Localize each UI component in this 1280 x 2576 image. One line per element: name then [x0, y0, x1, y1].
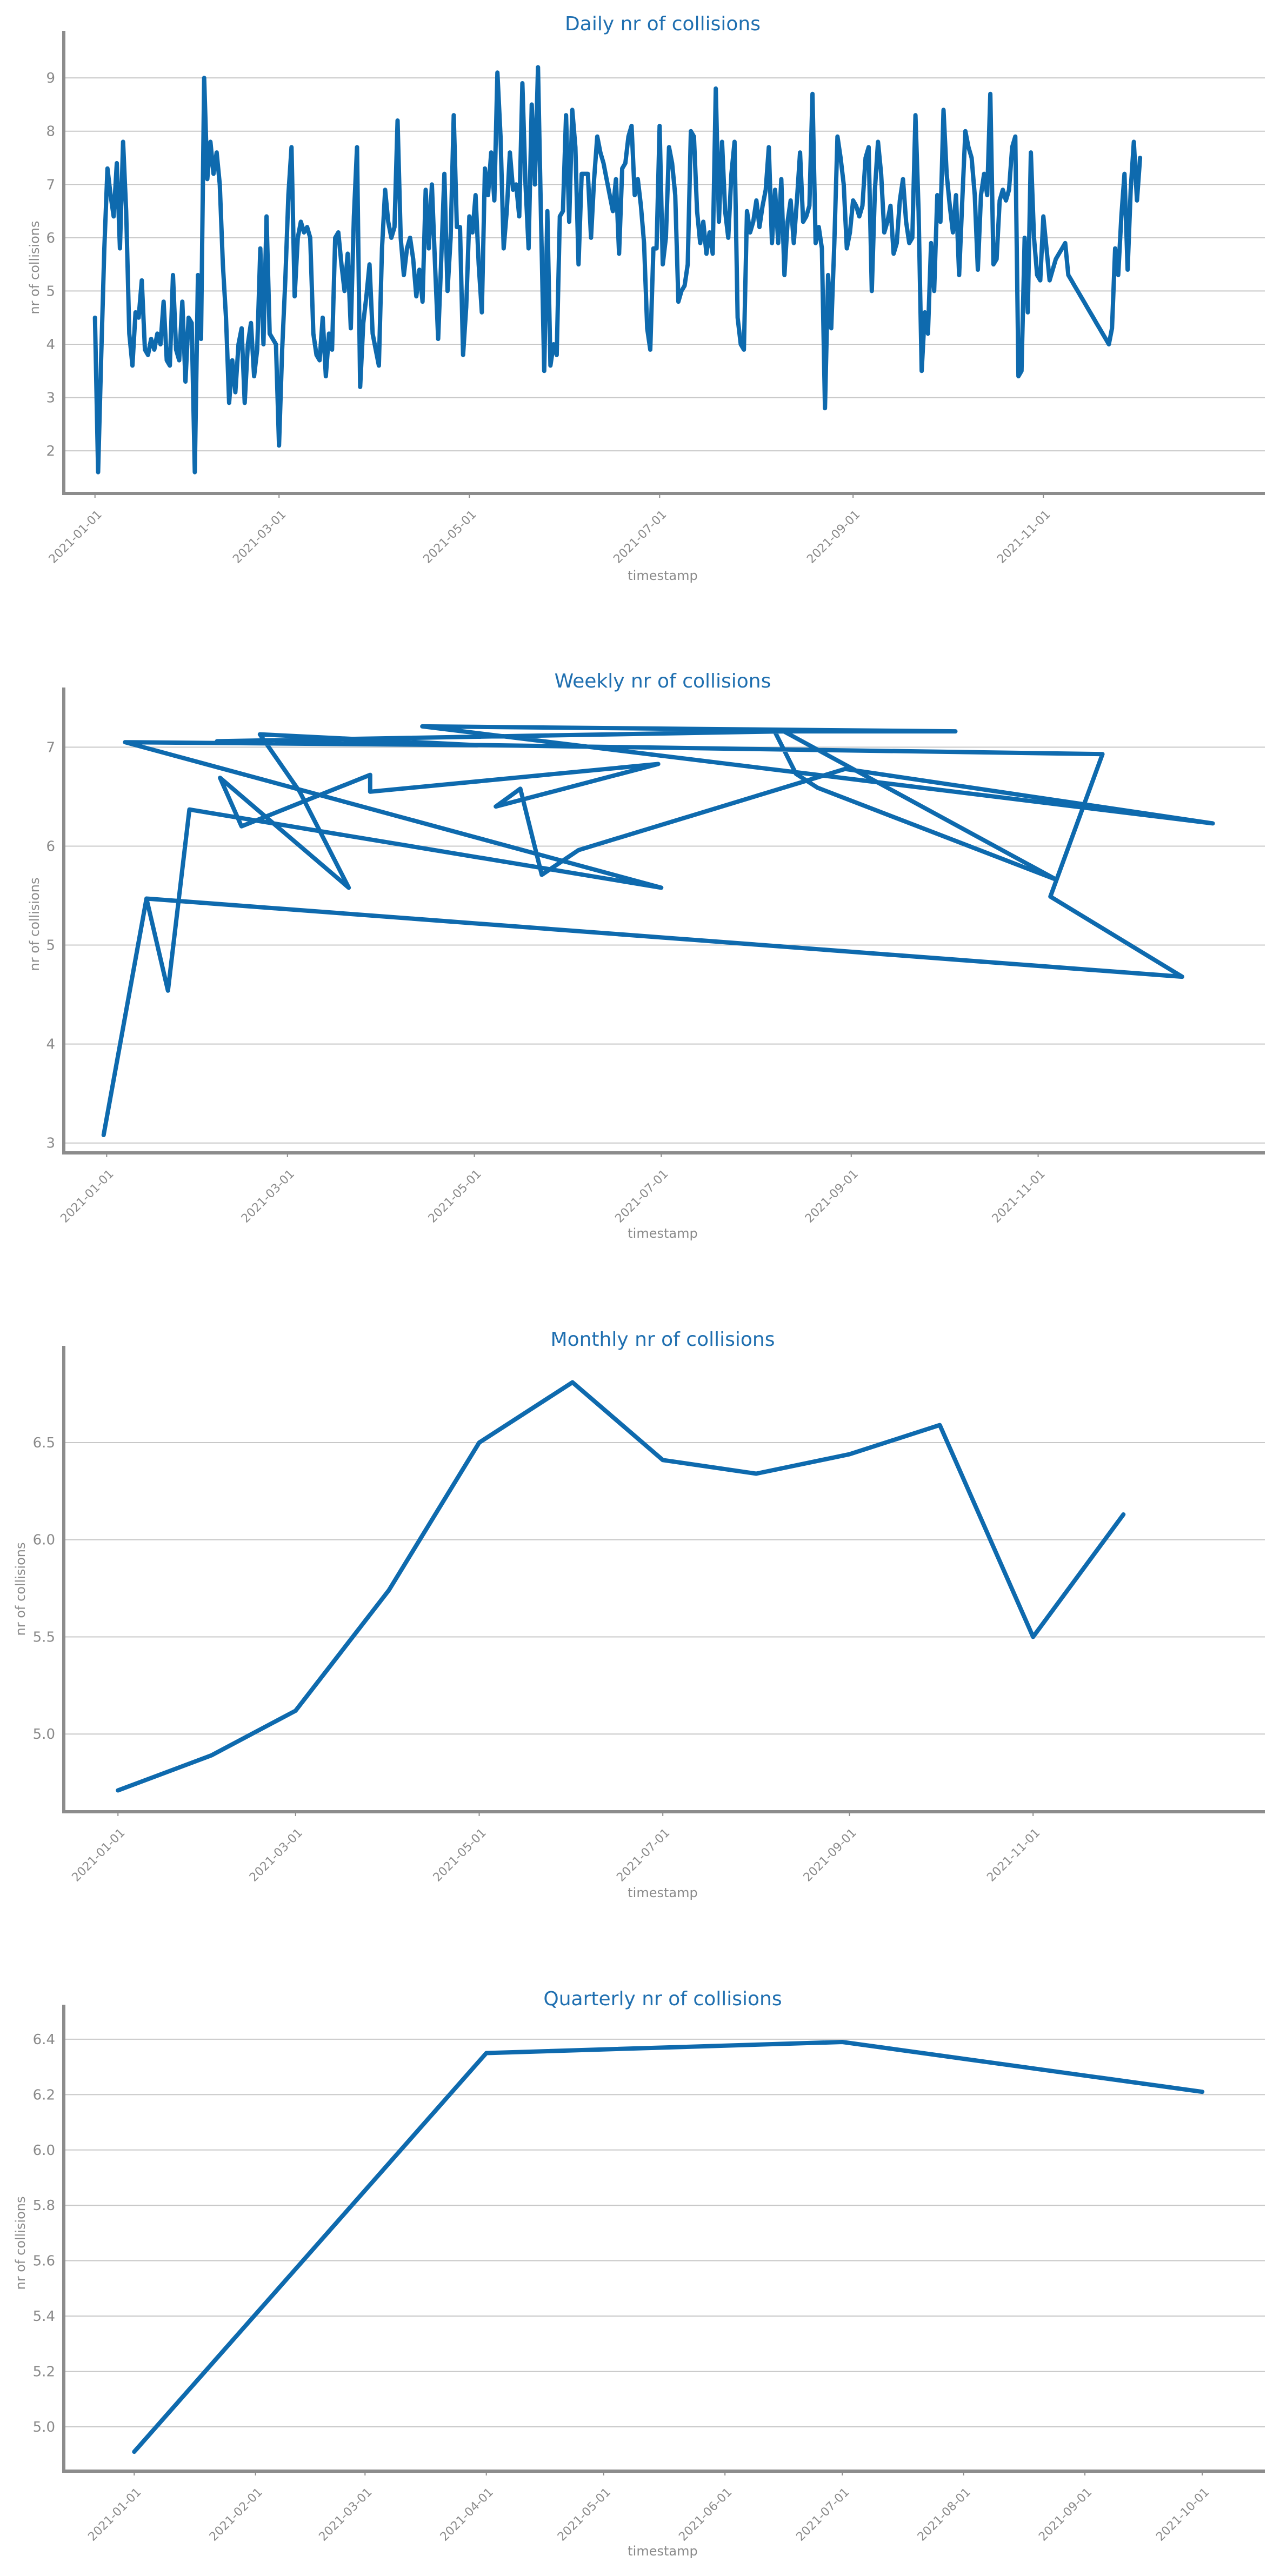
- monthly-chart-xlabel: timestamp: [628, 1885, 697, 1900]
- quarterly-xtick-label: 2021-04-01: [438, 2486, 496, 2544]
- weekly-ytick-label: 4: [46, 1037, 55, 1053]
- weekly-xtick-label: 2021-01-01: [58, 1167, 117, 1226]
- daily-ytick-label: 2: [46, 443, 55, 459]
- daily-ytick-label: 8: [46, 124, 55, 140]
- quarterly-ytick-label: 5.8: [33, 2198, 55, 2214]
- quarterly-xtick-label: 2021-03-01: [316, 2486, 375, 2544]
- quarterly-chart-ylabel: nr of collisions: [13, 2197, 28, 2290]
- daily-xtick-label: 2021-05-01: [421, 508, 479, 566]
- monthly-series-line: [116, 1380, 1126, 1793]
- monthly-ytick-label: 6.5: [33, 1435, 55, 1451]
- daily-ytick-label: 9: [46, 70, 55, 86]
- weekly-series-line: [101, 724, 1215, 1137]
- monthly-chart-ylabel: nr of collisions: [13, 1543, 28, 1636]
- quarterly-xtick-label: 2021-08-01: [915, 2486, 974, 2544]
- quarterly-xtick-label: 2021-06-01: [676, 2486, 735, 2544]
- daily-xtick-label: 2021-09-01: [804, 508, 863, 566]
- quarterly-ytick-label: 5.0: [33, 2419, 55, 2435]
- quarterly-chart-title: Quarterly nr of collisions: [543, 1988, 782, 2010]
- quarterly-ytick-label: 6.4: [33, 2032, 55, 2048]
- quarterly-xtick-label: 2021-05-01: [555, 2486, 614, 2544]
- quarterly-xtick-label: 2021-09-01: [1036, 2486, 1095, 2544]
- monthly-xtick-label: 2021-03-01: [247, 1826, 305, 1885]
- weekly-chart: Weekly nr of collisions nr of collisions…: [27, 670, 1265, 1241]
- monthly-ytick-label: 6.0: [33, 1532, 55, 1549]
- monthly-chart: Monthly nr of collisions nr of collision…: [13, 1329, 1265, 1900]
- daily-xtick-label: 2021-01-01: [46, 508, 105, 566]
- monthly-ytick-label: 5.5: [33, 1629, 55, 1645]
- daily-ytick-label: 6: [46, 230, 55, 246]
- weekly-ytick-label: 6: [46, 838, 55, 855]
- quarterly-chart: Quarterly nr of collisions nr of collisi…: [13, 1988, 1265, 2559]
- weekly-ytick-label: 3: [46, 1136, 55, 1152]
- daily-ytick-label: 3: [46, 390, 55, 406]
- quarterly-ytick-label: 5.6: [33, 2253, 55, 2270]
- quarterly-xtick-label: 2021-10-01: [1154, 2486, 1212, 2544]
- daily-series-line: [92, 65, 1143, 475]
- weekly-xtick-label: 2021-05-01: [426, 1167, 484, 1226]
- monthly-xtick-label: 2021-01-01: [69, 1826, 128, 1885]
- quarterly-xtick-label: 2021-07-01: [794, 2486, 852, 2544]
- quarterly-series-line: [132, 2040, 1205, 2454]
- monthly-ytick-label: 5.0: [33, 1726, 55, 1743]
- daily-chart-title: Daily nr of collisions: [565, 13, 761, 35]
- quarterly-xtick-label: 2021-01-01: [85, 2486, 144, 2544]
- weekly-xtick-label: 2021-03-01: [239, 1167, 297, 1226]
- weekly-xtick-label: 2021-11-01: [990, 1167, 1048, 1226]
- daily-xtick-label: 2021-07-01: [611, 508, 669, 566]
- daily-xtick-label: 2021-03-01: [230, 508, 289, 566]
- weekly-chart-xlabel: timestamp: [628, 1226, 697, 1241]
- monthly-xtick-label: 2021-09-01: [801, 1826, 859, 1885]
- daily-chart-xlabel: timestamp: [628, 568, 697, 583]
- monthly-xtick-label: 2021-07-01: [614, 1826, 672, 1885]
- quarterly-ytick-label: 6.2: [33, 2087, 55, 2103]
- quarterly-chart-xlabel: timestamp: [628, 2544, 697, 2559]
- quarterly-ytick-label: 5.2: [33, 2364, 55, 2380]
- weekly-ytick-label: 5: [46, 938, 55, 954]
- daily-ytick-label: 4: [46, 337, 55, 353]
- daily-chart: Daily nr of collisions nr of collisions …: [27, 13, 1265, 583]
- weekly-chart-ylabel: nr of collisions: [27, 878, 42, 971]
- monthly-xtick-label: 2021-11-01: [984, 1826, 1043, 1885]
- weekly-ytick-label: 7: [46, 739, 55, 756]
- monthly-xtick-label: 2021-05-01: [431, 1826, 489, 1885]
- quarterly-xtick-label: 2021-02-01: [207, 2486, 265, 2544]
- quarterly-ytick-label: 5.4: [33, 2308, 55, 2325]
- weekly-xtick-label: 2021-09-01: [803, 1167, 861, 1226]
- quarterly-ytick-label: 6.0: [33, 2143, 55, 2159]
- daily-ytick-label: 7: [46, 177, 55, 193]
- weekly-chart-title: Weekly nr of collisions: [555, 670, 771, 692]
- monthly-chart-title: Monthly nr of collisions: [551, 1329, 775, 1351]
- weekly-xtick-label: 2021-07-01: [612, 1167, 671, 1226]
- daily-chart-ylabel: nr of collisions: [27, 221, 42, 315]
- daily-ytick-label: 5: [46, 283, 55, 299]
- daily-xtick-label: 2021-11-01: [995, 508, 1053, 566]
